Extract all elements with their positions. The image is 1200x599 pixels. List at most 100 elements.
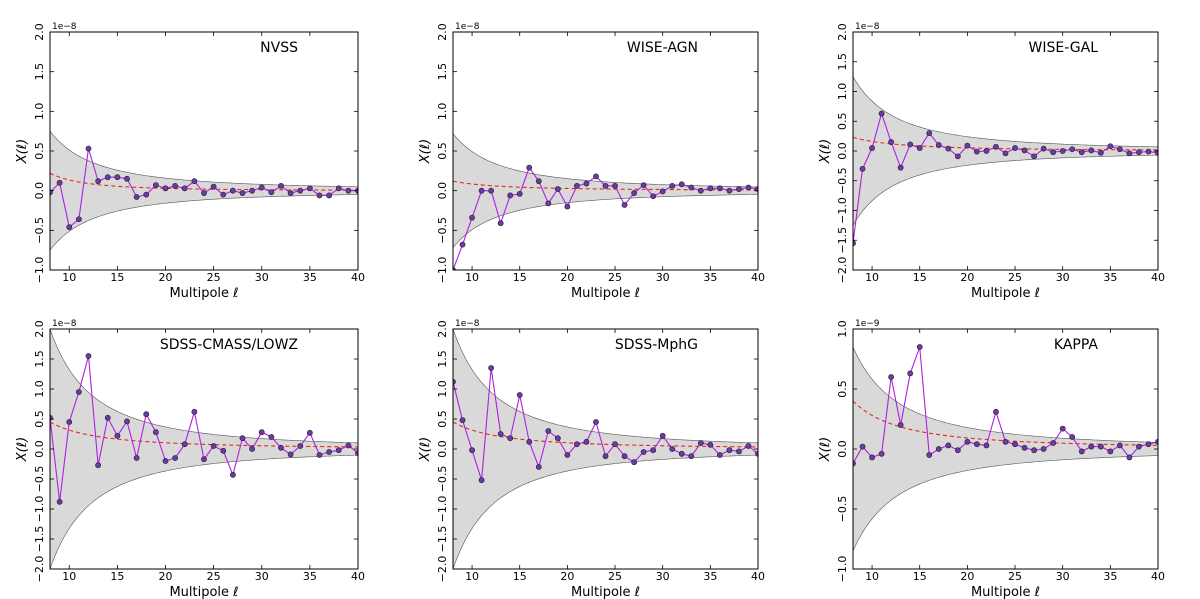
y-axis-label: X(ℓ) <box>15 437 30 462</box>
y-tick-label: −2.0 <box>836 257 849 284</box>
x-tick-label: 25 <box>207 271 221 284</box>
y-tick-label: −1.5 <box>33 526 46 553</box>
panel-4: 10 15 20 25 30 35 40 −2.0 −1.5 −1.0 −0.5 0.0 0.5 1.0 1… <box>15 319 365 599</box>
data-point <box>469 447 475 454</box>
data-point <box>602 453 609 460</box>
data-point <box>916 344 923 350</box>
data-point <box>249 446 256 452</box>
theory-curve <box>50 421 358 448</box>
data-point <box>66 419 73 425</box>
y-tick-label: 0.5 <box>436 410 449 428</box>
panel-title: WISE-AGN <box>627 40 698 56</box>
panel-title: WISE-GAL <box>1029 40 1099 56</box>
data-point <box>326 192 333 199</box>
data-point <box>631 190 637 196</box>
data-point <box>497 220 504 227</box>
data-point <box>1021 444 1028 451</box>
data-point <box>345 442 352 449</box>
data-point <box>650 447 657 454</box>
data-point <box>75 389 82 395</box>
data-point <box>993 143 999 150</box>
data-point <box>297 443 304 449</box>
theory-curve <box>853 136 1158 151</box>
y-axis-label: X(ℓ) <box>418 437 433 462</box>
data-point <box>488 365 495 371</box>
y-axis-label: X(ℓ) <box>818 437 833 462</box>
data-point <box>85 145 92 152</box>
y-scale-factor: 1e−8 <box>52 22 77 32</box>
x-tick-label: 35 <box>703 570 717 583</box>
data-point <box>1069 434 1076 440</box>
data-point <box>983 442 990 449</box>
data-point <box>229 187 236 194</box>
plot-area <box>853 344 1158 552</box>
data-point <box>133 455 140 461</box>
y-tick-label: 0.5 <box>33 142 46 160</box>
data-point <box>258 184 265 191</box>
data-point <box>697 187 704 194</box>
data-point <box>114 174 121 181</box>
data-point <box>1136 443 1142 450</box>
data-point <box>621 453 628 460</box>
data-point <box>75 216 82 223</box>
y-tick-label: −0.5 <box>436 466 449 493</box>
data-point <box>1040 145 1047 152</box>
data-point <box>297 187 304 194</box>
data-point <box>1031 153 1037 160</box>
data-point <box>124 175 130 182</box>
y-tick-label: 2.0 <box>436 23 449 41</box>
x-tick-label: 15 <box>913 570 927 583</box>
data-point <box>1078 448 1085 455</box>
data-point <box>945 145 952 152</box>
y-tick-label: 1.0 <box>436 380 449 398</box>
data-point <box>143 411 150 418</box>
y-tick-label: −1.5 <box>436 526 449 553</box>
x-tick-label: 15 <box>913 271 927 284</box>
data-point <box>526 438 533 445</box>
data-point <box>716 185 723 192</box>
data-point <box>507 192 514 199</box>
y-tick-label: 2.0 <box>436 320 449 338</box>
data-point <box>583 438 590 445</box>
data-point <box>535 178 542 185</box>
data-point <box>964 438 971 445</box>
x-tick-label: 30 <box>255 271 269 284</box>
x-axis-label: Multipole ℓ <box>571 585 640 599</box>
data-point <box>114 432 121 439</box>
data-point <box>659 188 666 195</box>
theory-curve <box>50 172 358 191</box>
data-point <box>612 183 618 189</box>
x-axis-label: Multipole ℓ <box>169 585 238 599</box>
data-point <box>612 441 618 448</box>
y-tick-label: 1.5 <box>33 350 46 368</box>
data-point <box>1069 146 1076 153</box>
y-tick-label: 1.5 <box>836 53 849 71</box>
y-tick-label: −1.0 <box>33 496 46 523</box>
x-tick-label: 20 <box>960 570 974 583</box>
y-axis-label: X(ℓ) <box>15 139 30 164</box>
x-tick-label: 15 <box>110 570 124 583</box>
data-point <box>1107 448 1114 455</box>
y-tick-label: −1.5 <box>836 227 849 254</box>
data-point <box>453 378 456 385</box>
data-point <box>95 462 102 469</box>
data-point <box>191 178 198 185</box>
x-tick-label: 30 <box>656 271 670 284</box>
data-point <box>1116 442 1123 449</box>
data-point <box>497 431 504 437</box>
data-point <box>56 498 63 505</box>
y-tick-label: −1.0 <box>436 496 449 523</box>
x-axis-label: Multipole ℓ <box>971 585 1040 599</box>
panel-title: NVSS <box>260 40 298 56</box>
y-tick-label: −2.0 <box>33 556 46 583</box>
data-point <box>306 429 313 436</box>
data-point <box>707 441 714 448</box>
data-point <box>669 446 676 452</box>
y-tick-label: 0.5 <box>436 142 449 160</box>
data-point <box>602 183 609 189</box>
data-point <box>554 435 561 442</box>
y-scale-factor: 1e−9 <box>855 319 880 329</box>
x-tick-label: 40 <box>751 570 765 583</box>
error-band <box>50 329 358 569</box>
